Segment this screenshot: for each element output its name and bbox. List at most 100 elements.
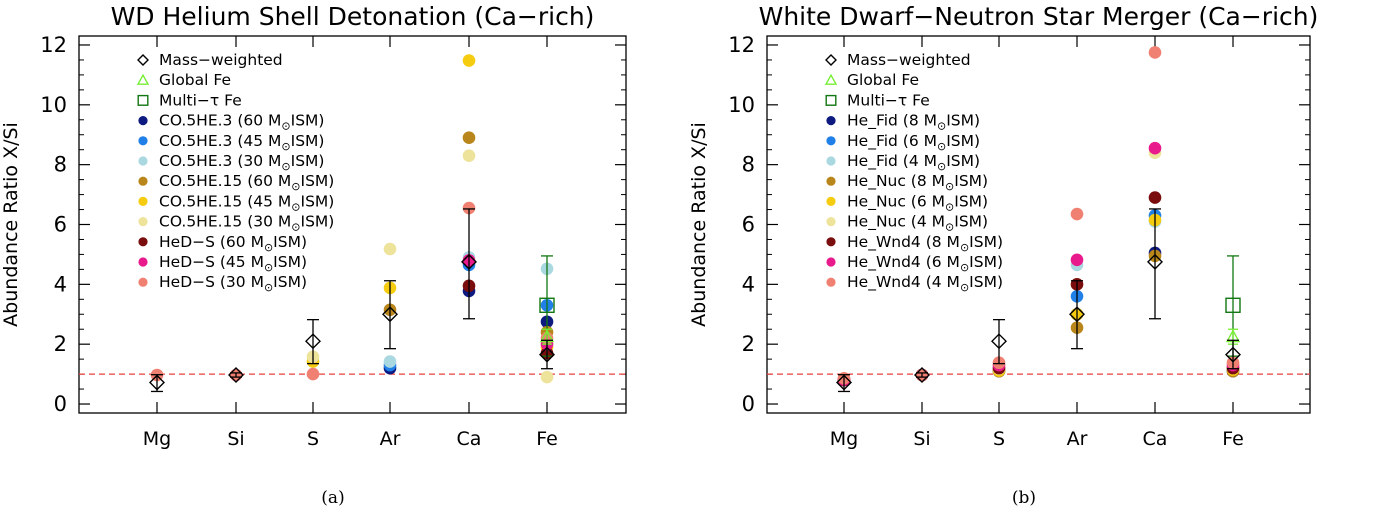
x-tick-label: Ar: [380, 428, 401, 450]
chart-title: White Dwarf−Neutron Star Merger (Ca−rich…: [759, 2, 1319, 31]
x-tick-label: Ca: [1143, 428, 1168, 450]
mass-weighted-errorbar: [384, 280, 396, 350]
legend-symbol-series: [826, 196, 836, 206]
legend-symbol-mass-weighted: [825, 54, 837, 66]
legend-symbol-multi-tau-fe: [137, 94, 149, 106]
x-tick-label: S: [993, 428, 1005, 450]
legend-label-series: He_Fid (6 M⊙ISM): [847, 132, 980, 153]
mass-weighted-errorbar: [993, 318, 1005, 365]
legend-symbol-series: [826, 136, 836, 146]
legend-label-mass-weighted: Mass−weighted: [847, 51, 971, 69]
mass-weighted-marker: [914, 367, 930, 383]
mass-weighted-errorbar: [307, 318, 319, 365]
y-tick-label: 2: [54, 332, 67, 356]
legend-label-global-fe: Global Fe: [159, 71, 231, 89]
legend-label-series: CO.5HE.3 (30 M⊙ISM): [159, 152, 324, 173]
legend-label-series: HeD−S (30 M⊙ISM): [159, 273, 307, 294]
legend-label-series: He_Wnd4 (4 M⊙ISM): [847, 273, 1003, 294]
legend-label-series: CO.5HE.3 (45 M⊙ISM): [159, 132, 324, 153]
mass-weighted-marker: [305, 333, 321, 350]
mass-weighted-errorbar: [1071, 280, 1083, 350]
legend-symbol-global-fe: [136, 73, 150, 85]
chart-title: WD Helium Shell Detonation (Ca−rich): [111, 2, 595, 31]
y-tick-label: 2: [742, 332, 755, 356]
legend-label-global-fe: Global Fe: [847, 71, 919, 89]
legend-label-series: CO.5HE.15 (60 M⊙ISM): [159, 172, 334, 193]
x-tick-label: Si: [227, 428, 244, 450]
y-tick-label: 12: [728, 33, 755, 57]
legend-symbol-series: [138, 277, 148, 287]
legend-symbol-series: [826, 257, 836, 267]
mass-weighted-marker: [991, 333, 1007, 350]
data-point: [462, 201, 476, 215]
data-point: [306, 367, 320, 381]
mass-weighted-marker: [228, 367, 244, 383]
legend-label-series: HeD−S (45 M⊙ISM): [159, 253, 307, 274]
legend-symbol-series: [826, 217, 836, 227]
x-tick-label: Fe: [536, 428, 558, 450]
data-point: [1148, 141, 1162, 155]
y-tick-label: 8: [54, 153, 67, 177]
mass-weighted-marker: [1225, 346, 1241, 363]
y-tick-label: 0: [54, 392, 67, 416]
legend-label-series: CO.5HE.15 (45 M⊙ISM): [159, 192, 334, 213]
legend-symbol-series: [826, 176, 836, 186]
x-tick-label: Fe: [1222, 428, 1244, 450]
legend-symbol-series: [138, 156, 148, 166]
panel-caption: (a): [321, 488, 344, 508]
data-point: [1148, 191, 1162, 204]
mass-weighted-marker: [149, 374, 165, 391]
x-tick-label: Mg: [830, 428, 858, 450]
y-tick-label: 10: [728, 93, 755, 117]
legend-label-multi-tau-fe: Multi−τ Fe: [159, 91, 242, 109]
legend-symbol-multi-tau-fe: [825, 94, 837, 106]
x-tick-label: Ar: [1067, 428, 1088, 450]
data-point: [462, 54, 476, 67]
legend: Mass−weighted Global Fe Multi−τ Fe CO.5HE.3…: [136, 51, 334, 294]
y-tick-label: 8: [742, 153, 755, 177]
data-point: [383, 242, 397, 256]
x-tick-label: S: [307, 428, 319, 450]
legend-symbol-mass-weighted: [137, 54, 149, 66]
data-point: [383, 355, 397, 368]
legend-symbol-series: [138, 176, 148, 186]
legend-label-series: HeD−S (60 M⊙ISM): [159, 233, 307, 254]
y-tick-label: 6: [742, 213, 755, 237]
legend-label-series: He_Nuc (6 M⊙ISM): [847, 192, 988, 213]
legend-label-mass-weighted: Mass−weighted: [159, 51, 283, 69]
legend-label-multi-tau-fe: Multi−τ Fe: [847, 91, 930, 109]
x-tick-label: Ca: [457, 428, 482, 450]
data-point: [462, 149, 476, 162]
mass-weighted-marker: [461, 253, 477, 270]
mass-weighted-marker: [1069, 306, 1085, 323]
y-tick-label: 6: [54, 213, 67, 237]
mass-weighted-marker: [836, 374, 852, 391]
legend: Mass−weighted Global Fe Multi−τ Fe He_Fid (…: [824, 51, 1003, 294]
x-tick-label: Mg: [143, 428, 171, 450]
panel-caption: (b): [1012, 488, 1036, 508]
legend-symbol-series: [826, 237, 836, 247]
y-tick-label: 12: [40, 33, 67, 57]
mass-weighted-errorbar: [1149, 208, 1161, 320]
legend-symbol-series: [138, 217, 148, 227]
mass-weighted-marker: [539, 346, 555, 363]
y-tick-label: 0: [742, 392, 755, 416]
data-point: [1070, 207, 1084, 221]
legend-symbol-series: [826, 116, 836, 126]
mass-weighted-errorbar: [463, 208, 475, 320]
legend-symbol-series: [826, 277, 836, 287]
legend-symbol-series: [138, 196, 148, 206]
legend-label-series: He_Fid (4 M⊙ISM): [847, 152, 980, 173]
data-point: [462, 131, 476, 145]
multi-tau-fe-marker: [1225, 297, 1241, 313]
y-tick-label: 4: [742, 272, 755, 296]
legend-label-series: He_Fid (8 M⊙ISM): [847, 112, 980, 133]
legend-label-series: He_Nuc (4 M⊙ISM): [847, 213, 988, 234]
panel-b: White Dwarf−Neutron Star Merger (Ca−rich…: [688, 2, 1318, 508]
y-tick-label: 10: [40, 93, 67, 117]
legend-label-series: He_Nuc (8 M⊙ISM): [847, 172, 988, 193]
legend-symbol-series: [826, 156, 836, 166]
mass-weighted-errorbar: [1227, 339, 1239, 370]
y-axis-label: Abundance Ratio X/Si: [688, 122, 710, 327]
